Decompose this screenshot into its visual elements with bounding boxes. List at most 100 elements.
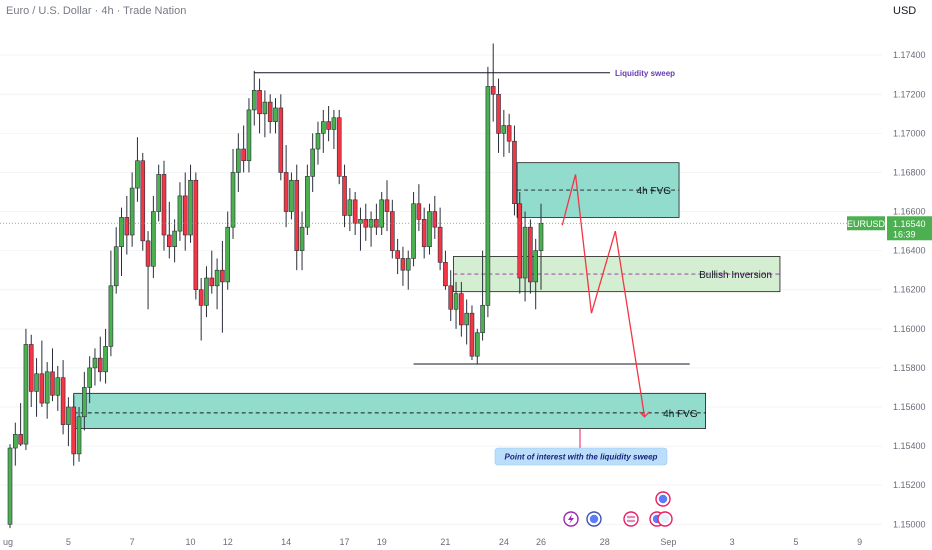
bull-candle-body	[305, 176, 310, 228]
bear-candle-body	[490, 86, 496, 95]
price-tick-label: 1.15800	[893, 363, 926, 373]
bear-candle-body	[459, 293, 464, 326]
candle	[129, 172, 135, 247]
candle	[379, 192, 385, 235]
bull-candle-body	[230, 172, 236, 228]
candle	[225, 211, 231, 290]
candle	[411, 192, 416, 267]
candle	[193, 172, 199, 300]
time-tick-label: 3	[730, 537, 735, 547]
candle	[320, 109, 326, 153]
bear-candle-body	[209, 277, 215, 287]
bull-candle-body	[331, 117, 337, 130]
candle	[108, 250, 114, 357]
bull-candle-body	[405, 258, 411, 271]
candle	[400, 246, 406, 286]
time-tick-label: 5	[793, 537, 798, 547]
candle	[60, 360, 66, 435]
candle	[310, 133, 315, 192]
bear-candle-body	[528, 226, 533, 283]
candle	[289, 172, 294, 220]
bear-candle-body	[374, 219, 379, 228]
candle	[119, 207, 124, 277]
bull-candle-body	[82, 387, 87, 418]
bear-candle-body	[124, 217, 130, 236]
candle	[214, 258, 220, 310]
candle	[7, 444, 13, 529]
candle	[374, 203, 379, 235]
price-tag-value: 1.16540	[893, 219, 926, 229]
bull-candle-body	[538, 222, 544, 251]
candle	[299, 211, 305, 271]
bull-candle-body	[299, 226, 305, 251]
bull-candle-body	[379, 199, 385, 228]
candle	[230, 149, 236, 239]
fvg-lower-zone-label: 4h FVG	[663, 409, 698, 420]
candle	[395, 238, 400, 275]
candle	[177, 182, 183, 241]
candle	[448, 270, 454, 321]
bear-candle-body	[390, 211, 395, 251]
bull-candle-body	[135, 160, 140, 189]
candle	[384, 180, 390, 232]
price-tick-label: 1.17400	[893, 50, 926, 60]
bull-candle-body	[55, 377, 61, 396]
candles-layer	[7, 43, 544, 529]
candle	[66, 397, 71, 447]
symbol-tag-label: EURUSD	[847, 219, 886, 229]
candle	[294, 164, 300, 271]
bear-candle-body	[342, 176, 347, 216]
price-tick-label: 1.15200	[893, 480, 926, 490]
symbol-tag-bg	[847, 216, 885, 231]
time-tick-label: Sep	[660, 537, 676, 547]
price-tick-label: 1.16800	[893, 167, 926, 177]
bear-candle-body	[140, 160, 146, 242]
zones-layer: 4h FVG Bullish Inversion 4h FVG	[73, 162, 781, 429]
candle	[517, 192, 523, 294]
candle	[55, 365, 61, 411]
globe-icon-upper	[655, 491, 671, 507]
candle	[453, 281, 459, 329]
bear-candle-body	[145, 240, 151, 267]
candle	[50, 348, 55, 402]
candle	[469, 305, 475, 361]
price-tick-label: 1.16600	[893, 207, 926, 217]
bear-candle-body	[517, 203, 523, 279]
price-tag-countdown: 16:39	[893, 229, 916, 239]
candle	[13, 422, 18, 466]
candle	[151, 195, 156, 278]
bullish-inversion-zone-label: Bullish Inversion	[699, 270, 772, 281]
time-axis: ug 5 7 10 12 14 17 19 21 24 26 28 Sep 3 5 9	[3, 537, 862, 547]
bear-candle-body	[182, 195, 188, 236]
currency-label: USD	[893, 5, 917, 17]
price-tick-label: 1.15400	[893, 441, 926, 451]
candle	[416, 184, 422, 232]
bull-candle-body	[485, 86, 491, 306]
candle	[501, 109, 507, 157]
candle	[182, 172, 188, 251]
bull-candle-body	[87, 367, 92, 388]
candle	[331, 109, 337, 149]
candle	[124, 195, 130, 255]
bear-candle-body	[278, 107, 284, 173]
candle	[204, 266, 209, 318]
bear-candle-body	[28, 344, 34, 392]
price-tick-label: 1.15600	[893, 402, 926, 412]
price-tick-label: 1.17000	[893, 128, 926, 138]
bull-candle-body	[251, 90, 257, 111]
time-tick-label: 5	[66, 537, 71, 547]
lightning-bolt-icon	[568, 514, 574, 524]
globe-icon-upper-core	[658, 494, 668, 504]
candle	[257, 78, 262, 134]
bull-candle-body	[236, 148, 241, 173]
candle	[283, 145, 289, 228]
candle	[315, 121, 321, 165]
bull-candle-body	[474, 332, 480, 357]
bull-candle-body	[44, 371, 50, 404]
bear-candle-body	[512, 140, 517, 205]
candle	[480, 250, 485, 341]
bull-candle-body	[214, 269, 220, 287]
bull-candle-body	[188, 179, 193, 236]
candle	[71, 395, 77, 466]
